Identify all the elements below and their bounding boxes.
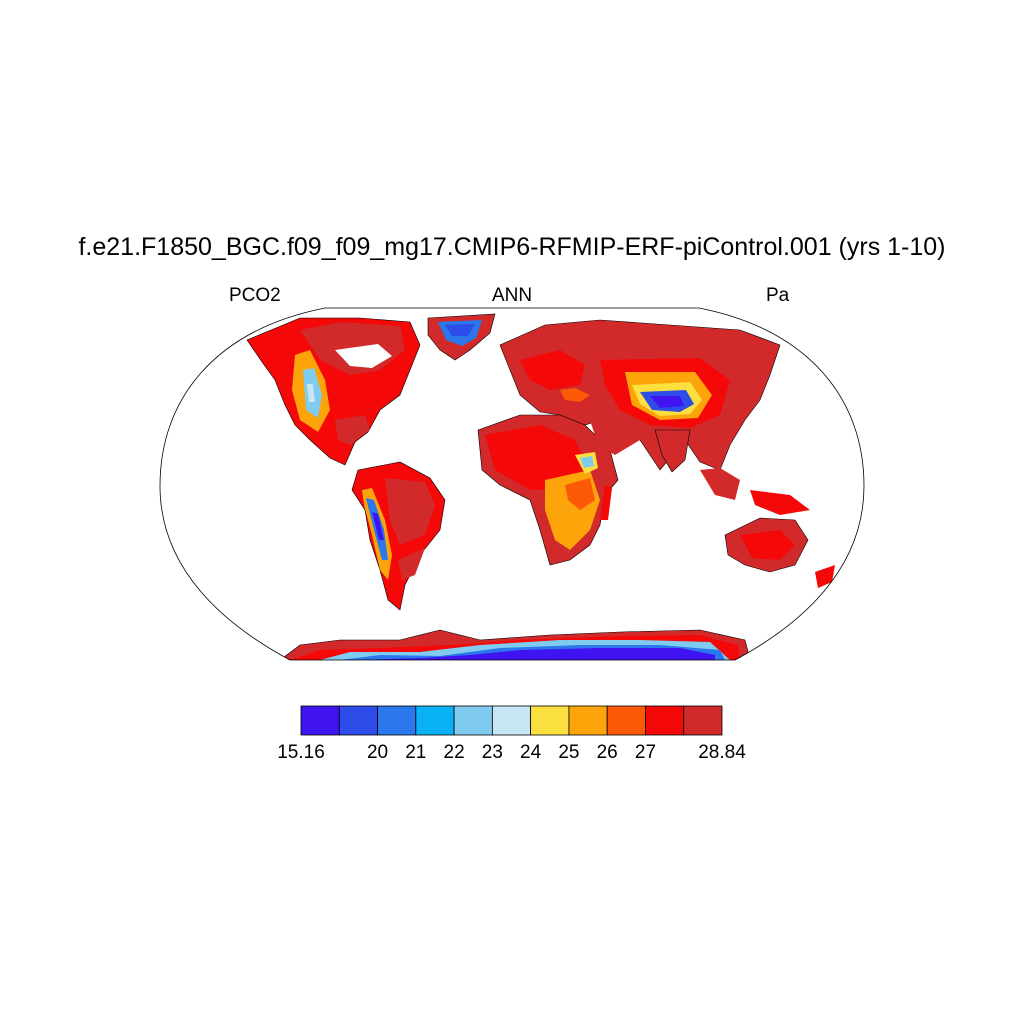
south-america <box>351 461 446 611</box>
colorbar-tick-label: 21 <box>405 742 427 763</box>
plot-title: f.e21.F1850_BGC.f09_f09_mg17.CMIP6-RFMIP… <box>78 233 946 261</box>
colorbar-box <box>338 705 378 736</box>
colorbar-box <box>491 705 532 736</box>
colorbar-tick-label: 25 <box>558 742 580 763</box>
colorbar-tick-label: 26 <box>596 742 618 763</box>
colorbar-box <box>568 705 608 736</box>
season-label: ANN <box>491 285 533 306</box>
australia <box>724 517 835 588</box>
africa <box>477 414 640 566</box>
colorbar-box <box>415 705 455 736</box>
colorbar-tick-label: 28.84 <box>698 742 746 763</box>
globe-outline <box>159 307 865 661</box>
colorbar-box <box>300 705 340 736</box>
colorbar-box <box>683 705 723 736</box>
colorbar-tick-label: 24 <box>520 742 542 763</box>
colorbar-box <box>530 705 570 736</box>
colorbar-tick-label: 23 <box>481 742 503 763</box>
colorbar-box <box>377 705 417 736</box>
colorbar-box <box>453 705 493 736</box>
variable-label: PCO2 <box>229 285 281 306</box>
eurasia <box>499 319 781 471</box>
colorbar-tick-label: 22 <box>443 742 465 763</box>
colorbar-tick-label: 20 <box>366 742 389 763</box>
north-america <box>246 317 421 466</box>
colorbar-tick-label: 15.16 <box>277 742 325 763</box>
units-label: Pa <box>766 285 790 306</box>
colorbar-box <box>645 705 685 736</box>
south-asia <box>654 429 810 515</box>
colorbar-box <box>606 705 646 736</box>
colorbar-tick-label: 27 <box>634 742 657 763</box>
greenland <box>427 313 496 361</box>
antarctica <box>279 629 751 660</box>
